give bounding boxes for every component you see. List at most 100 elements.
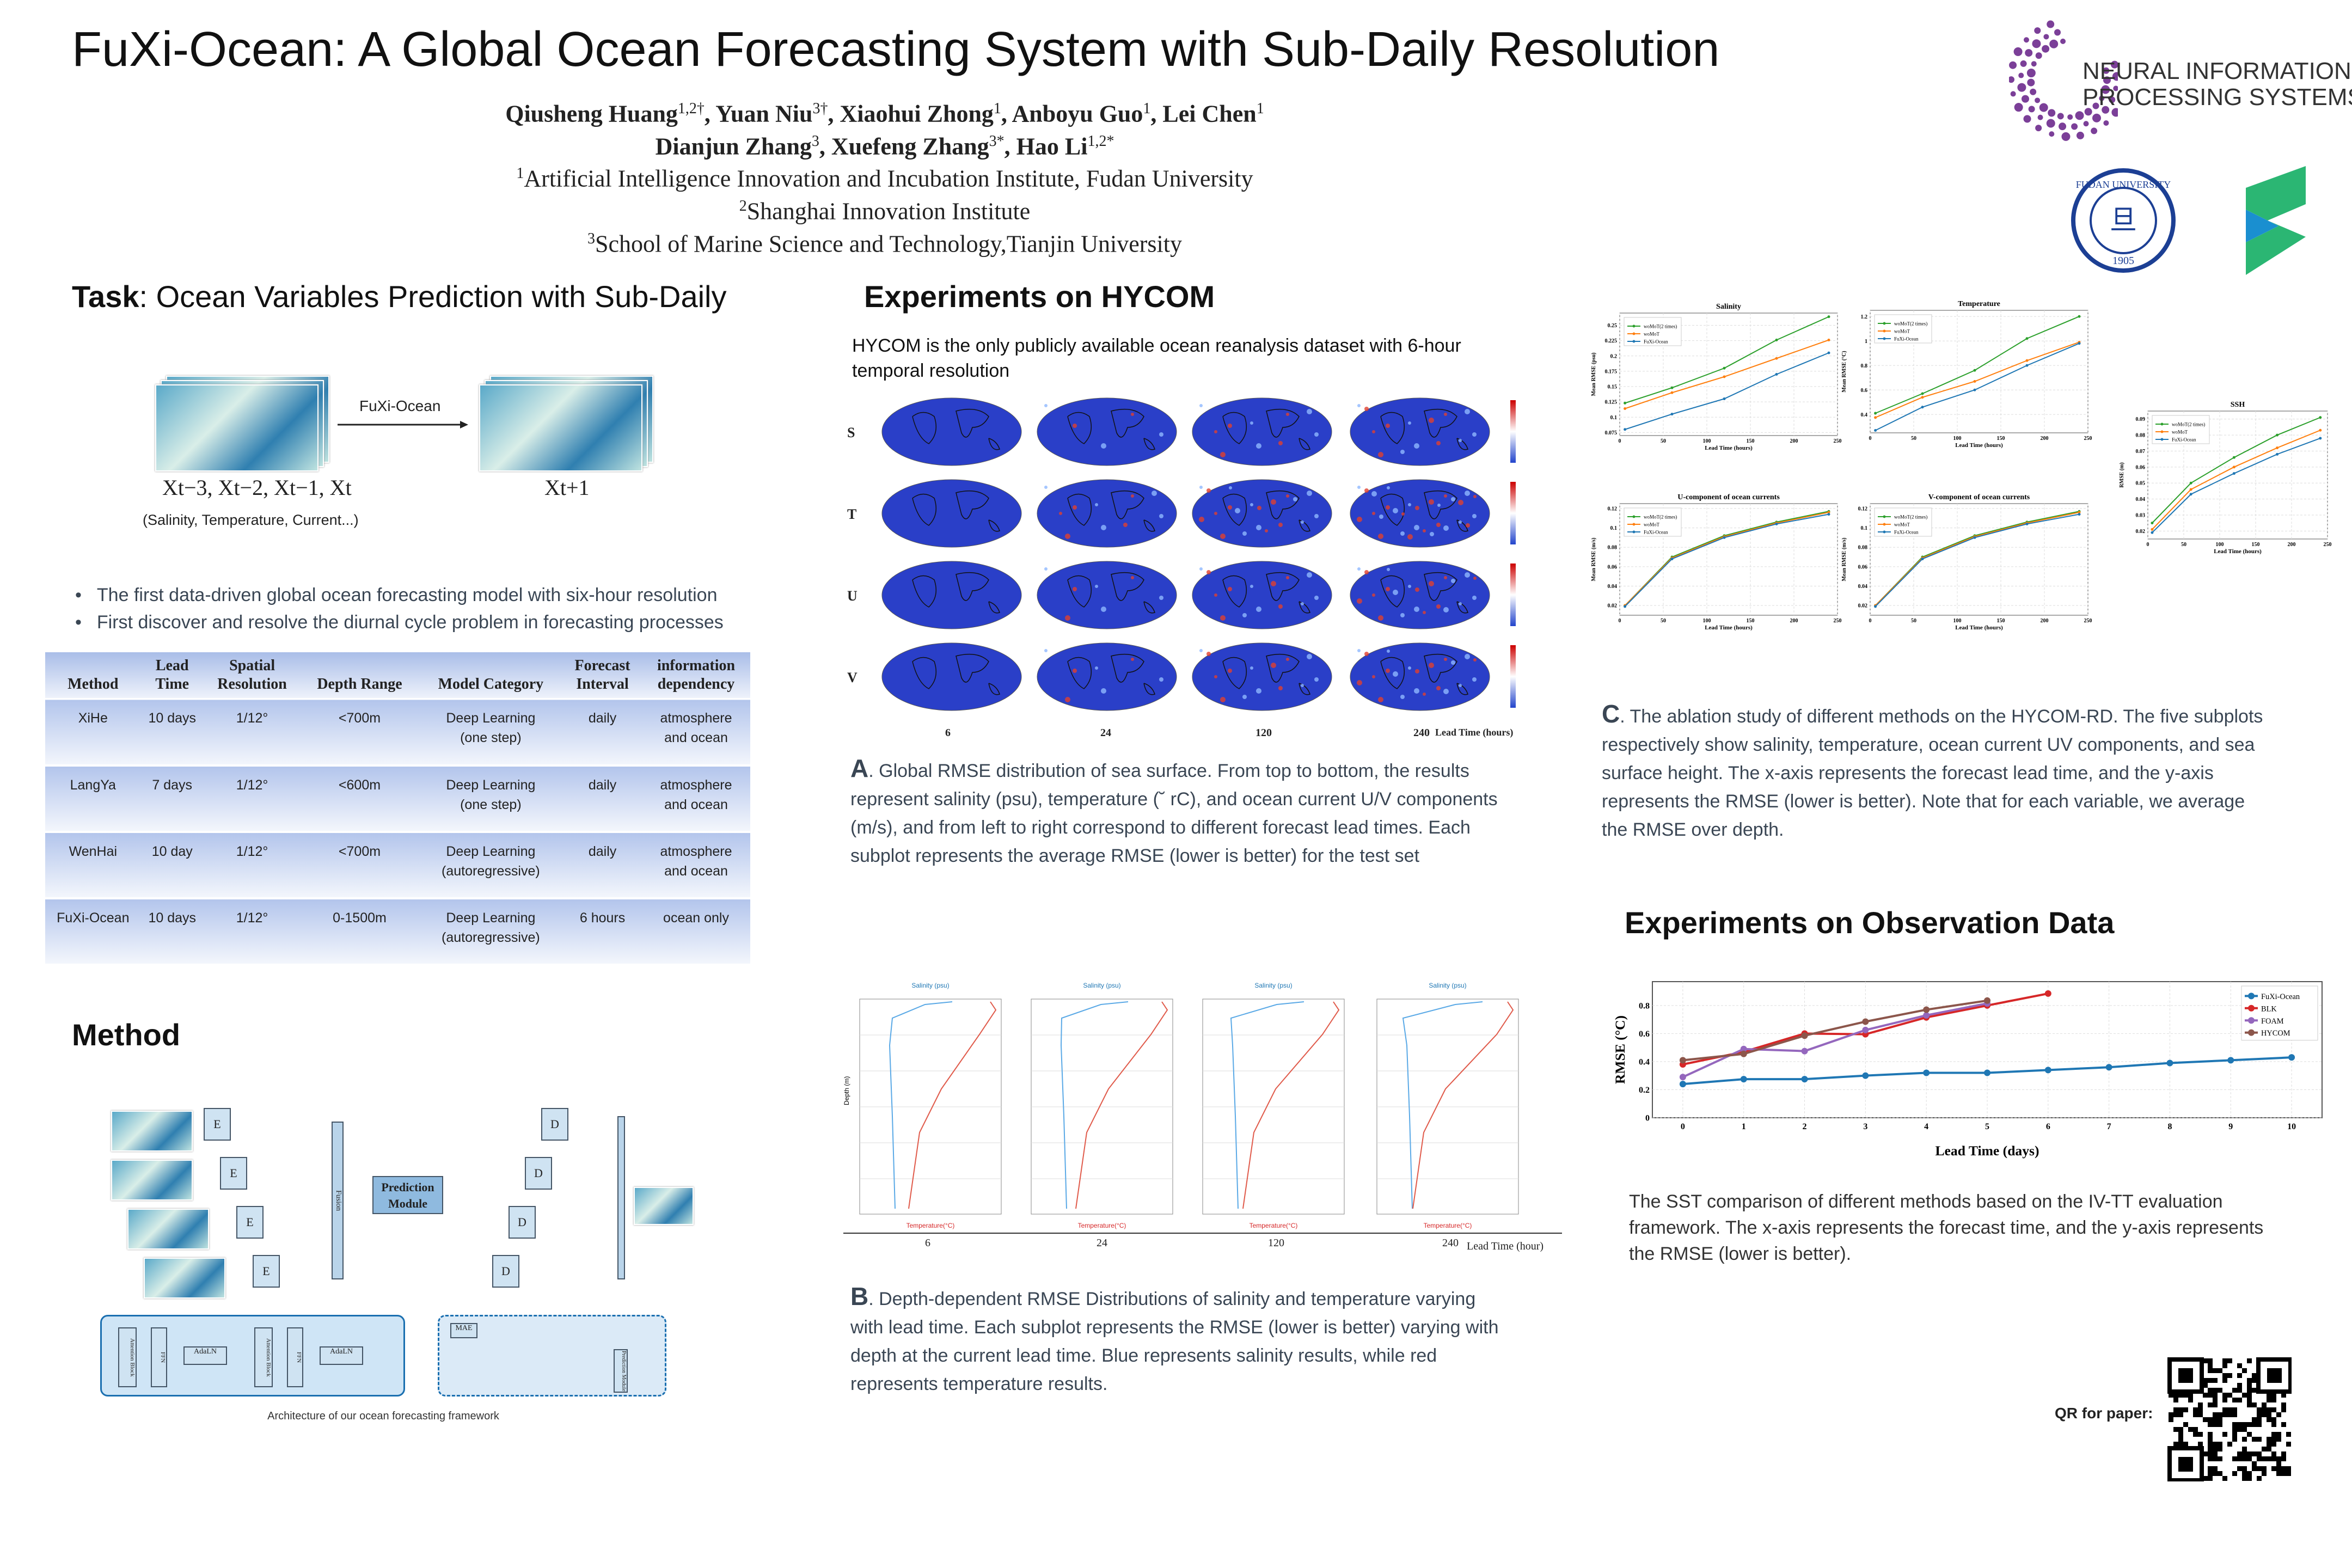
x-tick-label: 100	[1953, 436, 1962, 442]
y-tick-label: 0.125	[1605, 400, 1618, 406]
data-point	[1740, 1045, 1747, 1052]
legend: woMoT(2 times) woMoT FuXi-Ocean	[1624, 317, 1682, 346]
x-tick-label: 1	[1742, 1122, 1746, 1131]
svg-text:FUDAN UNIVERSITY: FUDAN UNIVERSITY	[2076, 179, 2171, 190]
rmse-map	[1035, 395, 1179, 468]
x-axis-label: Lead Time (days)	[1935, 1143, 2039, 1159]
table-cell: <700m	[301, 699, 419, 767]
depth-profile-grid: Salinity (psu) Temperature(°C) Depth (m) Sa…	[832, 980, 1562, 1258]
column-header: information dependency	[642, 652, 750, 700]
rmse-map	[1348, 558, 1492, 632]
rmse-map	[1190, 476, 1334, 550]
row-label: T	[847, 506, 857, 522]
decoder-block: D	[492, 1255, 519, 1288]
legend-entry: woMoT	[2172, 430, 2188, 435]
output-formula: Xt+1	[544, 475, 590, 500]
x-tick-label: 50	[1911, 436, 1916, 442]
task-heading: Task: Ocean Variables Prediction with Su…	[72, 279, 727, 314]
y-tick-label: 0	[1645, 1114, 1650, 1123]
author-name: Lei Chen	[1162, 100, 1257, 127]
column-header: Lead Time	[140, 652, 204, 700]
row-label: U	[847, 588, 857, 604]
data-point	[1827, 339, 1830, 341]
y-tick-label: 0.4	[1861, 412, 1868, 418]
data-point	[2232, 472, 2235, 475]
data-point	[1679, 1057, 1686, 1064]
chart-title: Temperature	[1958, 300, 2000, 308]
legend-entry: FOAM	[2261, 1017, 2284, 1026]
salinity-line	[889, 1001, 953, 1209]
data-point	[1775, 357, 1778, 360]
affiliation: 3School of Marine Science and Technology…	[587, 230, 1182, 258]
qr-code[interactable]	[2167, 1357, 2292, 1481]
encoder-block: E	[220, 1157, 247, 1190]
chart-temperature: 0 50 100 150 200 250 0.4 0.6 0.8 1 1.2 Temperature L…	[1841, 300, 2092, 449]
rmse-map-grid: S T U V 6 24 120 240 Lead Time (hours)	[847, 395, 1533, 749]
data-point	[1923, 1012, 1930, 1019]
method-heading: Method	[72, 1018, 181, 1052]
table-cell: LangYa	[45, 765, 141, 833]
data-point	[1775, 339, 1778, 341]
y-tick-label: 0.225	[1605, 338, 1618, 344]
x-tick-label: 0	[1619, 618, 1621, 624]
legend: woMoT(2 times) woMoT FuXi-Ocean	[2152, 415, 2210, 444]
x-tick-label: 50	[2181, 542, 2186, 548]
depth-profile-plot: Salinity (psu) Temperature(°C)	[1376, 982, 1519, 1229]
series-line-foam	[1682, 1002, 1988, 1079]
caption-b: B. Depth-dependent RMSE Distributions of…	[850, 1282, 1499, 1394]
y-tick-label: 0.8	[1861, 363, 1868, 369]
y-tick-label: 0.075	[1605, 430, 1618, 436]
data-point	[1827, 351, 1830, 354]
data-point	[1801, 1048, 1808, 1055]
chart-main: 0 1 2 3 4 5 6 7 8 9 10 0 0.2 0.4 0.6 0.8 Lead Time (days…	[1612, 981, 2323, 1159]
x-tick-label: 2	[1803, 1122, 1807, 1131]
salinity-axis-label: Salinity (psu)	[1254, 982, 1292, 989]
legend: woMoT(2 times) woMoT FuXi-Ocean	[1874, 507, 1932, 537]
data-point	[1923, 1006, 1930, 1013]
observation-heading: Experiments on Observation Data	[1625, 905, 2115, 940]
x-tick-label: 5	[1985, 1122, 1989, 1131]
data-point	[2105, 1064, 2112, 1071]
table-row: FuXi-Ocean 10 days 1/12° 0-1500m Deep Learni…	[45, 898, 750, 966]
rmse-map	[1035, 640, 1179, 713]
legend-entry: woMoT(2 times)	[1894, 321, 1927, 327]
column-header: Depth Range	[301, 652, 419, 700]
lead-label: 120	[1255, 727, 1272, 739]
prediction-module: Prediction Module	[372, 1176, 443, 1214]
legend: woMoT(2 times) woMoT FuXi-Ocean	[1624, 507, 1682, 537]
fuxi-ocean-label: FuXi-Ocean	[359, 397, 441, 414]
decoder-block: D	[541, 1108, 568, 1141]
legend-entry: woMoT	[1894, 522, 1910, 528]
chart-title: U-component of ocean currents	[1677, 493, 1780, 501]
fudan-logo: 旦 FUDAN UNIVERSITY 1905	[2069, 166, 2178, 275]
table-cell: 1/12°	[203, 831, 301, 899]
x-axis-label: Lead Time (hours)	[1955, 624, 2003, 631]
column-header: Model Category	[418, 652, 564, 700]
caption-a: A. Global RMSE distribution of sea surfa…	[850, 754, 1498, 866]
encoder-block: E	[236, 1206, 264, 1239]
neurips-dots-icon	[2009, 20, 2118, 141]
data-point	[1679, 1081, 1686, 1088]
author-name: Anboyu Guo	[1012, 100, 1143, 127]
table-cell: 1/12°	[203, 765, 301, 833]
rmse-map	[1348, 395, 1492, 468]
x-tick-label: 0	[1681, 1122, 1685, 1131]
y-tick-label: 0.04	[1858, 584, 1868, 590]
depth-axis-label: Depth (m)	[843, 1076, 850, 1105]
rmse-map	[1035, 558, 1179, 632]
x-tick-label: 6	[2046, 1122, 2050, 1131]
data-point	[2189, 481, 2192, 485]
temperature-axis-label: Temperature(°C)	[1424, 1222, 1472, 1229]
depth-profile-plot: Salinity (psu) Temperature(°C)	[1031, 982, 1173, 1229]
data-point	[2166, 1059, 2173, 1067]
author-name: Hao Li	[1016, 133, 1088, 160]
data-point	[1670, 413, 1674, 416]
table-row: WenHai 10 day 1/12° <700m Deep Learning (auto…	[45, 831, 750, 899]
author-sup: 1,2†	[677, 100, 705, 117]
svg-text:旦: 旦	[2110, 204, 2137, 236]
data-point	[1670, 391, 1674, 394]
table-cell: ocean only	[642, 898, 750, 966]
legend-entry: woMoT(2 times)	[2172, 422, 2205, 427]
chart-title: Salinity	[1716, 303, 1741, 311]
y-tick-label: 0.02	[2136, 529, 2146, 535]
